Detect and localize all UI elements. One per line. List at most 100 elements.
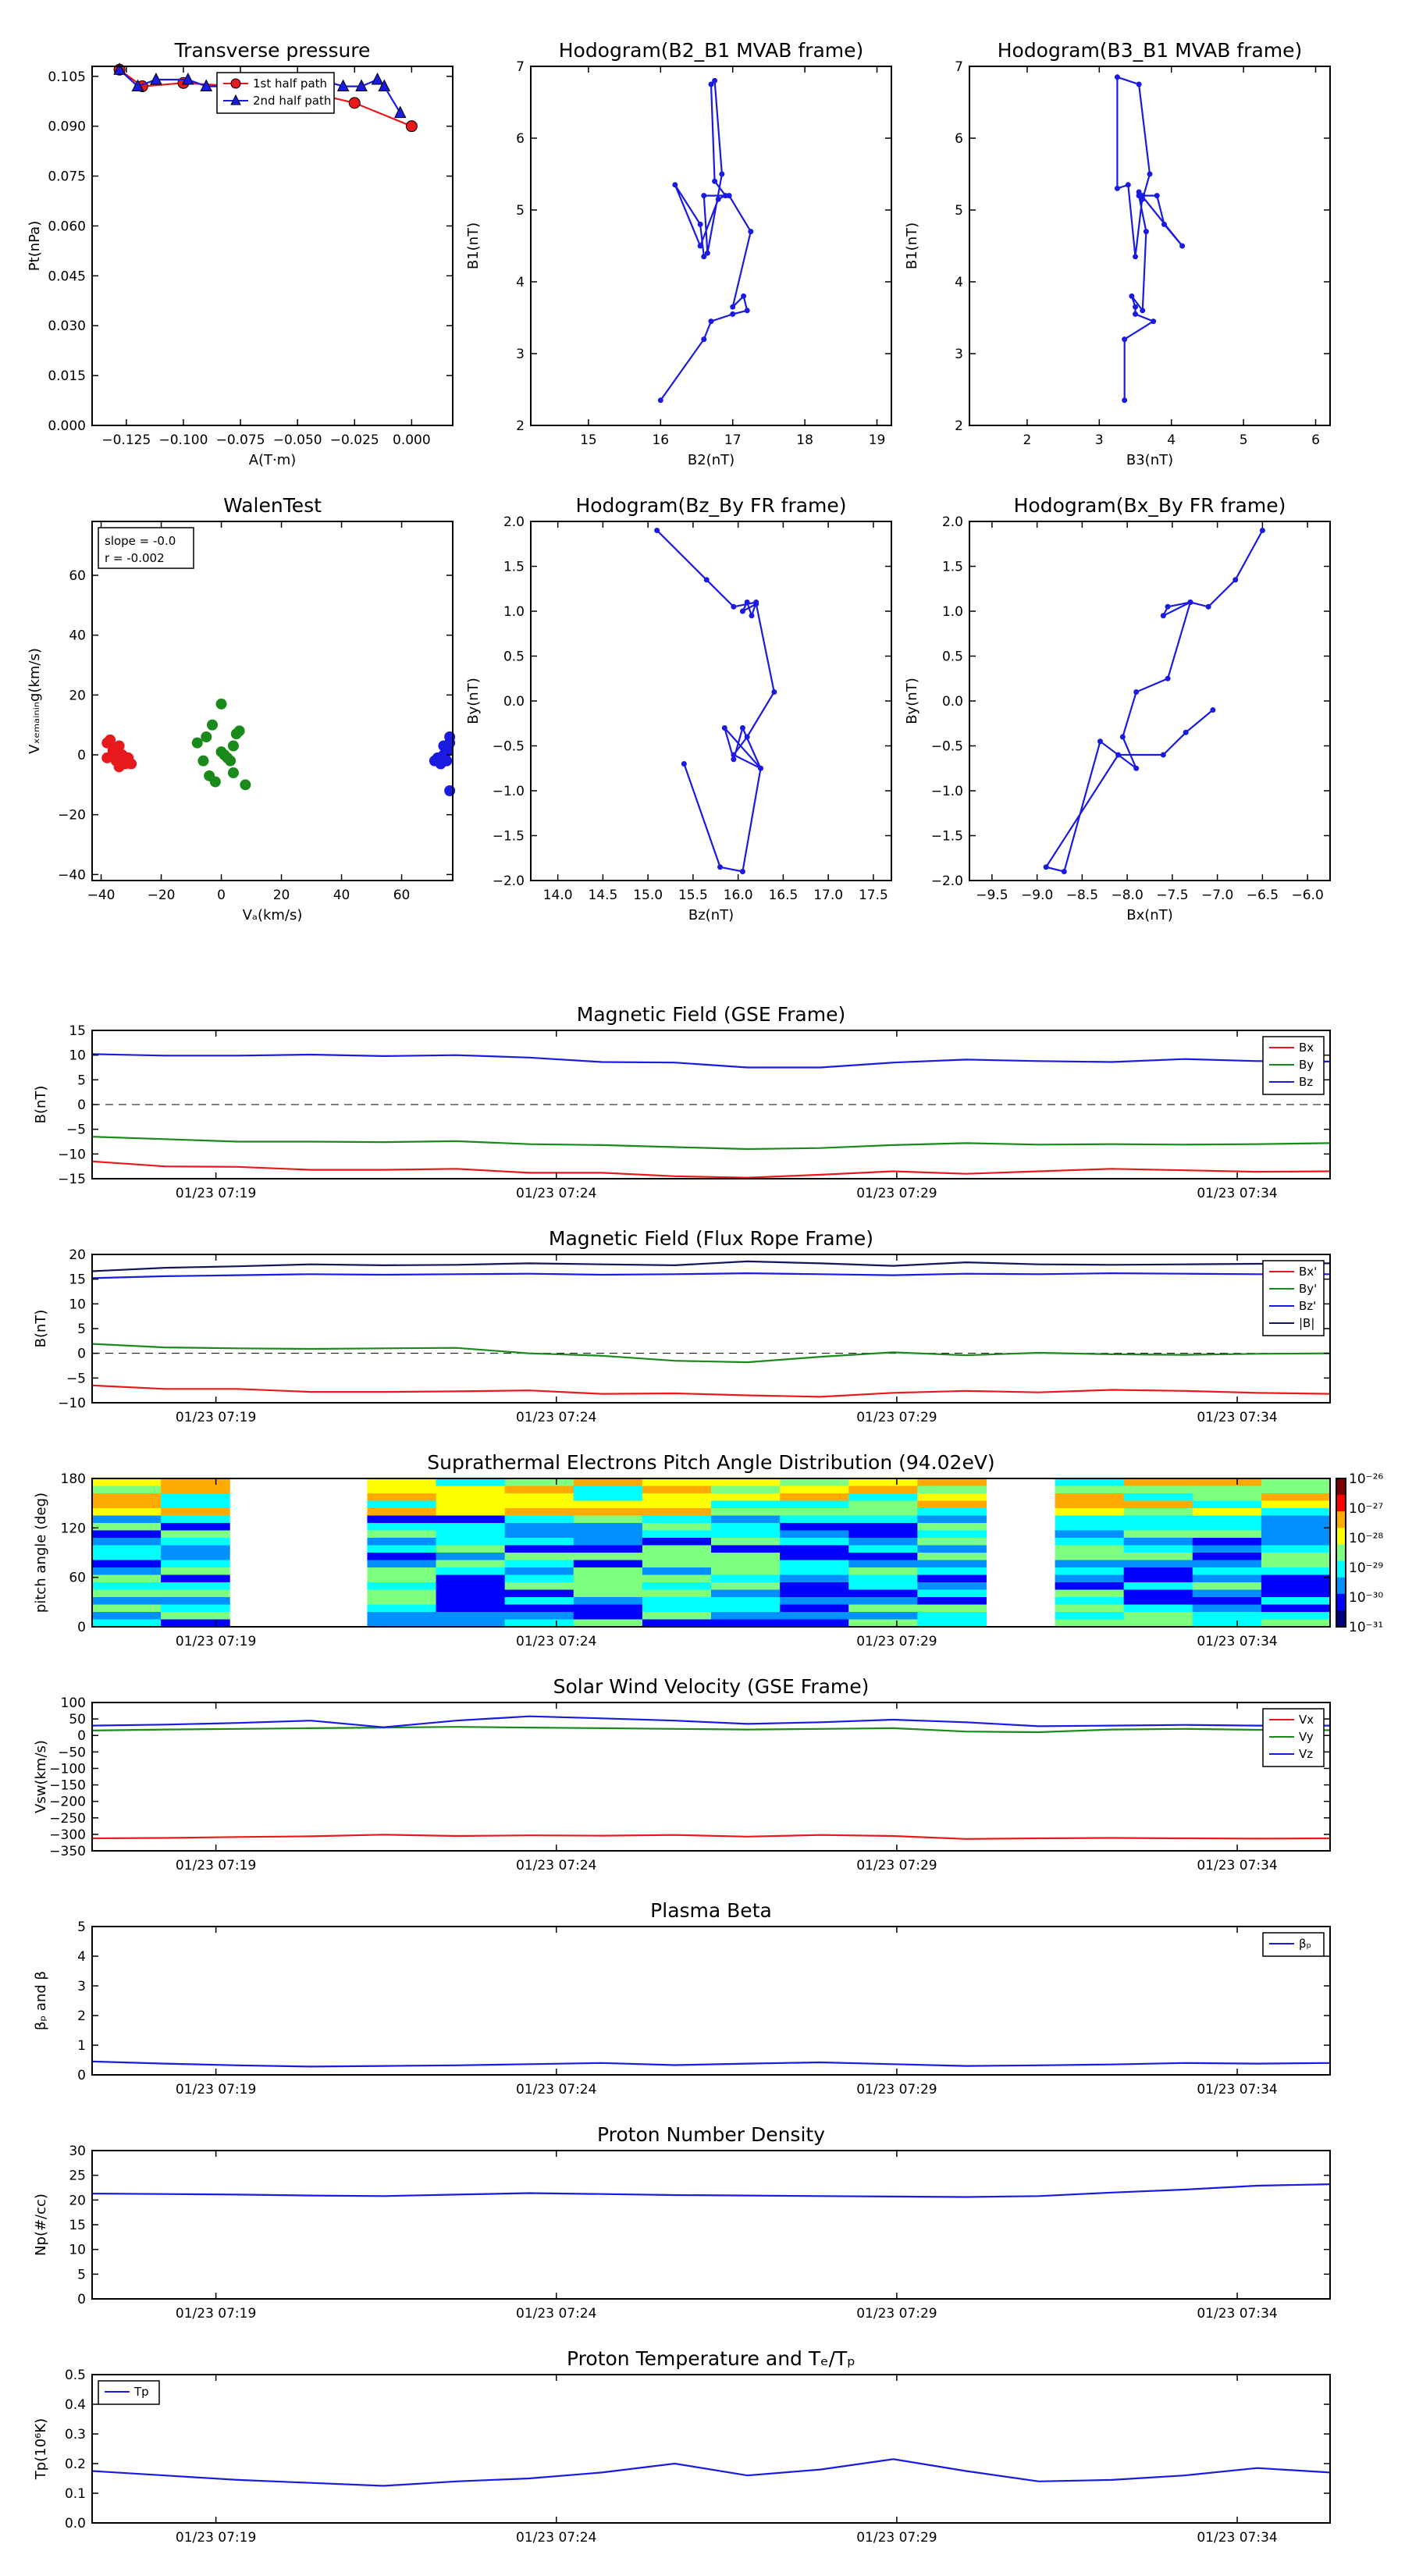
heatmap-cell (711, 1619, 781, 1628)
series-|B| (91, 1260, 1331, 1272)
x-tick-label: 01/23 07:19 (176, 2082, 256, 2097)
heatmap-cell (1192, 1560, 1262, 1568)
y-tick-label: −150 (49, 1778, 86, 1794)
data-point (1114, 74, 1120, 80)
x-tick-label: 17.5 (859, 888, 888, 903)
heatmap-cell (848, 1560, 918, 1568)
heatmap-cell (1055, 1530, 1125, 1539)
heatmap-cell (436, 1560, 506, 1568)
heatmap-cell (848, 1589, 918, 1598)
data-point (1114, 185, 1120, 191)
heatmap-cell (1192, 1619, 1262, 1628)
data-point (1154, 193, 1160, 199)
axis-ticks: −0.125 −0.100 −0.075 −0.050 −0.025 0.000 0.000… (48, 66, 453, 448)
heatmap-cell (1123, 1612, 1193, 1620)
y-tick-label: 0.060 (48, 219, 86, 234)
heatmap-cell (436, 1553, 506, 1560)
colorbar-label: 10⁻²⁷ (1349, 1501, 1383, 1517)
chart-title: Hodogram(B2_B1 MVAB frame) (559, 39, 864, 62)
heatmap-cell (642, 1545, 712, 1553)
y-tick-label: 2 (955, 418, 963, 434)
heatmap-cell (92, 1567, 162, 1575)
heatmap-cell (1261, 1545, 1331, 1553)
heatmap-cell (917, 1478, 987, 1486)
heatmap-cell (367, 1619, 437, 1628)
y-tick-label: 6 (955, 131, 963, 147)
heatmap-cell (711, 1478, 781, 1486)
y-tick-label: −200 (49, 1795, 86, 1810)
heatmap-cell (573, 1567, 643, 1575)
y-tick-label: −0.5 (493, 739, 525, 755)
heatmap-cell (642, 1493, 712, 1501)
data-point (657, 397, 663, 404)
heatmap-cell (917, 1545, 987, 1553)
heatmap-cell (848, 1515, 918, 1524)
chart-title: Solar Wind Velocity (GSE Frame) (553, 1675, 870, 1698)
series-line (91, 1726, 1331, 1734)
y-tick-label: 0 (77, 1098, 86, 1113)
y-tick-label: 3 (516, 347, 525, 362)
heatmap-cell (642, 1597, 712, 1605)
x-tick-label: 01/23 07:24 (516, 2306, 596, 2322)
heatmap-cell (367, 1523, 437, 1531)
heatmap-cell (504, 1560, 574, 1568)
heatmap-cell (1055, 1582, 1125, 1590)
data-point (744, 734, 750, 740)
y-tick-label: 2.0 (503, 514, 525, 530)
heatmap-cell (573, 1545, 643, 1553)
heatmap-cell (1192, 1485, 1262, 1494)
x-tick-label: 01/23 07:29 (856, 1186, 937, 1201)
heatmap-cell (1261, 1500, 1331, 1509)
heatmap-cell (711, 1530, 781, 1539)
heatmap-cell (504, 1619, 574, 1628)
y-tick-label: 4 (516, 275, 525, 290)
x-tick-label: −7.5 (1156, 888, 1188, 903)
heatmap-cell (642, 1604, 712, 1613)
heatmap-cell (1261, 1612, 1331, 1620)
data-point (150, 72, 162, 85)
data-point (1133, 311, 1139, 317)
heatmap-cell (1123, 1582, 1193, 1590)
heatmap-cell (642, 1500, 712, 1509)
x-tick-label: 01/23 07:34 (1197, 1410, 1277, 1425)
chart-h3: Hodogram(Bz_By FR frame) 14.0 14.5 15.0 15.5… (465, 494, 892, 923)
data-point (371, 72, 384, 85)
series-line (1044, 529, 1264, 873)
heatmap-cell (573, 1619, 643, 1628)
y-tick-label: 20 (69, 688, 86, 703)
chart-vsw: Solar Wind Velocity (GSE Frame) 01/23 07:… (33, 1675, 1331, 1873)
heatmap-cell (848, 1523, 918, 1531)
data-point (444, 731, 456, 742)
data-point (113, 62, 126, 75)
heatmap-cell (92, 1604, 162, 1613)
x-tick-label: 01/23 07:19 (176, 1858, 256, 1873)
x-tick-label: 01/23 07:34 (1197, 1186, 1277, 1201)
data-point (1179, 243, 1186, 249)
heatmap-cell (573, 1478, 643, 1486)
heatmap-cell (711, 1574, 781, 1583)
heatmap-cell (436, 1612, 506, 1620)
heatmap-cell (1055, 1478, 1125, 1486)
heatmap-cell (92, 1530, 162, 1539)
heatmap-cell (848, 1530, 918, 1539)
data-point (758, 765, 764, 771)
chart-h1: Hodogram(B2_B1 MVAB frame) 15 16 17 18 19 2 3 4 5… (465, 39, 892, 468)
x-tick-label: 01/23 07:19 (176, 1186, 256, 1201)
heatmap-cell (1261, 1574, 1331, 1583)
x-tick-label: −40 (87, 888, 116, 903)
x-tick-label: 17 (724, 432, 742, 448)
heatmap-cell (161, 1493, 230, 1501)
heatmap-cell (1261, 1553, 1331, 1560)
heatmap-cell (504, 1553, 574, 1560)
y-tick-label: 10 (69, 2243, 86, 2258)
series-line (91, 1834, 1331, 1840)
heatmap-cell (436, 1478, 506, 1486)
x-tick-label: 4 (1167, 432, 1176, 448)
y-tick-label: 25 (69, 2169, 86, 2184)
data-point (1043, 864, 1049, 870)
heatmap-cell (917, 1538, 987, 1546)
heatmap-cell (642, 1612, 712, 1620)
heatmap-cell (161, 1478, 230, 1486)
y-tick-label: 3 (77, 1979, 86, 1994)
